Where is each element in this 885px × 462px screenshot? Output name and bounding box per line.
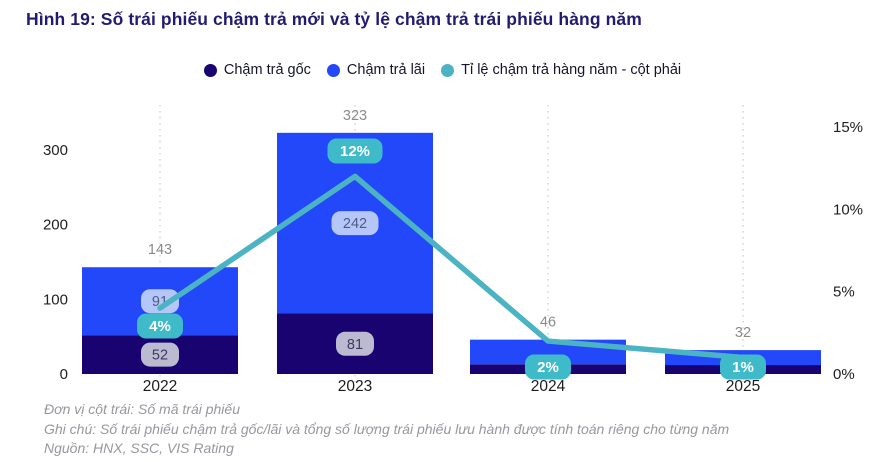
footnote-unit: Đơn vị cột trái: Số mã trái phiếu [44, 401, 240, 417]
goc-value-badge-2022 [141, 342, 179, 367]
combo-chart: 143202232320234620243220255291812424%12%… [43, 105, 863, 395]
right-axis-tick-10: 10% [833, 201, 863, 218]
left-axis-tick-200: 200 [43, 217, 68, 234]
lai-value-badge-2023 [331, 211, 379, 236]
legend-label-rate: Tỉ lệ chậm trả hàng năm - cột phải [461, 62, 682, 78]
legend-item-lai: Chậm trả lãi [326, 62, 426, 78]
lai-value-badge-2023-label: 242 [343, 216, 367, 232]
rate-badge-2024-label: 2% [537, 359, 559, 376]
left-axis-tick-100: 100 [43, 291, 68, 308]
legend-marker-lai-icon [326, 63, 340, 77]
x-axis-label-2022: 2022 [143, 378, 177, 395]
legend-label-lai: Chậm trả lãi [346, 62, 426, 78]
footnote-note: Ghi chú: Số trái phiếu chậm trả gốc/lãi … [44, 420, 730, 437]
legend-label-goc: Chậm trả gốc [223, 62, 311, 78]
right-axis-tick-15: 15% [833, 119, 863, 136]
rate-line [157, 173, 746, 361]
chart-legend: Chậm trả gốc Chậm trả lãi Tỉ lệ chậm trả… [0, 62, 885, 78]
total-label-2022: 143 [148, 242, 172, 258]
legend-marker-rate-icon [441, 63, 455, 77]
rate-badge-2025 [720, 354, 766, 380]
left-axis-tick-0: 0 [60, 366, 68, 383]
rate-badge-2025-label: 1% [732, 359, 754, 376]
goc-value-badge-2022-label: 52 [152, 348, 168, 364]
total-label-2023: 323 [343, 108, 367, 124]
rate-badge-2022-label: 4% [149, 318, 171, 335]
footnote-source: Nguồn: HNX, SSC, VIS Rating [44, 440, 234, 456]
legend-item-goc: Chậm trả gốc [203, 62, 311, 78]
x-axis-label-2023: 2023 [338, 378, 372, 395]
total-label-2024: 46 [540, 315, 556, 331]
total-label-2025: 32 [735, 325, 751, 341]
x-axis-label-2025: 2025 [726, 378, 760, 395]
left-axis-tick-300: 300 [43, 142, 68, 159]
figure-title: Hình 19: Số trái phiếu chậm trả mới và t… [26, 9, 642, 29]
rate-badge-2022 [137, 313, 183, 339]
right-axis-tick-0: 0% [833, 366, 855, 383]
legend-item-rate: Tỉ lệ chậm trả hàng năm - cột phải [441, 62, 681, 78]
rate-badge-2023 [327, 138, 383, 164]
goc-value-badge-2023-label: 81 [347, 337, 363, 353]
x-axis-label-2024: 2024 [531, 378, 566, 395]
rate-badge-2023-label: 12% [340, 143, 370, 160]
rate-badge-2024 [525, 354, 571, 380]
chart-area: 143 2022 323 2023 46 2024 32 2025 52 91 81 242 4% 12%… [0, 90, 885, 400]
right-axis-tick-5: 5% [833, 284, 855, 301]
footnotes: Đơn vị cột trái: Số mã trái phiếu Ghi ch… [44, 400, 729, 459]
lai-value-badge-2022 [141, 289, 179, 314]
goc-value-badge-2023 [336, 331, 374, 356]
legend-marker-goc-icon [203, 63, 217, 77]
